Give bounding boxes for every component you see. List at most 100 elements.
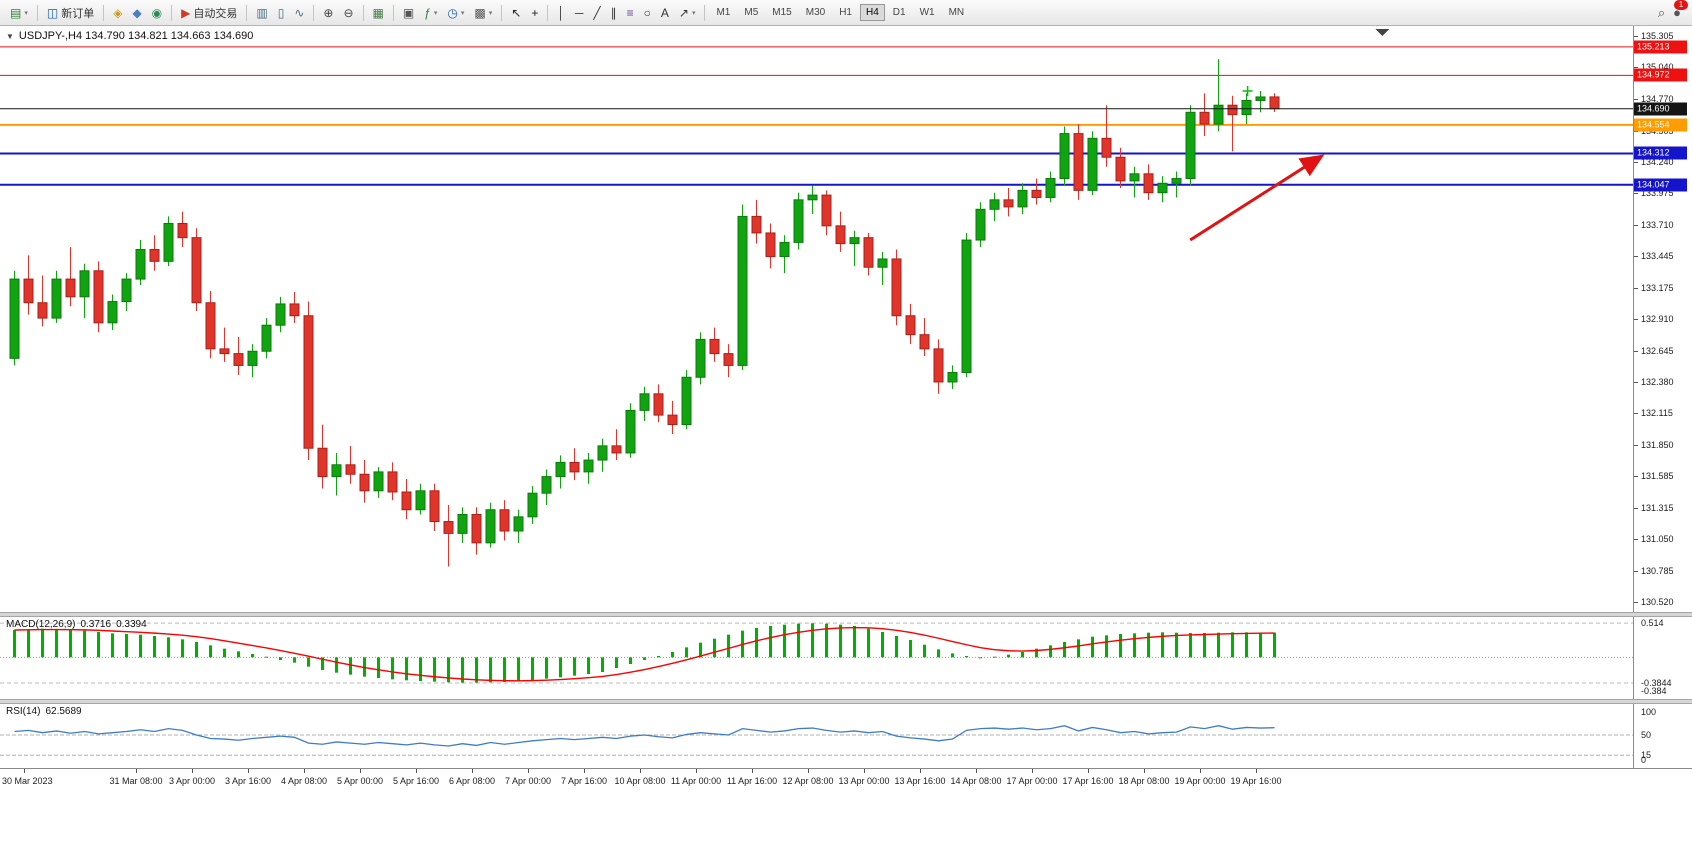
macd-name: MACD(12,26,9) [6, 619, 76, 630]
zoom-out-button[interactable]: ⊖ [339, 5, 357, 21]
time-label: 7 Apr 16:00 [560, 776, 608, 786]
caret-down-icon: ▾ [488, 9, 493, 17]
price-axis-label: 133.710 [1641, 219, 1674, 230]
time-tick [1256, 769, 1257, 773]
time-tick [808, 769, 809, 773]
macd-scale[interactable]: 0.514 -0.3844 -0.384 [1633, 617, 1692, 699]
price-badge: 134.047 [1634, 178, 1687, 192]
toolbar-separator [36, 4, 38, 21]
shapes-button[interactable]: ○ [640, 5, 655, 21]
price-axis-label: 130.785 [1641, 565, 1674, 576]
notifications-icon[interactable]: ● 1 [1673, 0, 1688, 20]
macd-label: MACD(12,26,9) 0.3716 0.3394 [6, 619, 147, 630]
time-tick [864, 769, 865, 773]
equidistant-channel-button[interactable]: ∥ [607, 5, 621, 21]
rsi-axis-label: 100 [1641, 707, 1657, 717]
rsi-axis-label: 0 [1641, 755, 1647, 765]
search-icon[interactable]: ⌕ [1657, 4, 1666, 20]
chart-shift-marker[interactable] [1375, 29, 1390, 36]
price-axis-label: 134.770 [1641, 94, 1674, 105]
time-label: 11 Apr 16:00 [726, 776, 778, 786]
text-icon: A [660, 5, 669, 20]
timeframe-m5-button[interactable]: M5 [744, 7, 759, 18]
timeframe-m30-button[interactable]: M30 [805, 7, 826, 18]
timeframe-h4-button[interactable]: H4 [859, 4, 885, 21]
cursor-icon: ↖ [511, 5, 522, 20]
time-label: 4 Apr 08:00 [280, 776, 328, 786]
metaeditor-button[interactable]: ◆ [128, 5, 145, 21]
bar-chart-button[interactable]: ▥ [252, 5, 271, 21]
timeframe-w1-button[interactable]: W1 [919, 7, 935, 18]
time-tick [1032, 769, 1033, 773]
time-tick [136, 769, 137, 773]
price-scale[interactable]: 135.305135.040134.770134.505134.240133.9… [1633, 26, 1692, 612]
tile-windows-button[interactable]: ▣ [399, 5, 418, 21]
line-chart-button[interactable]: ∿ [290, 5, 308, 21]
timeframe-mn-button[interactable]: MN [948, 7, 965, 18]
pane-separator[interactable] [0, 612, 1692, 617]
horizontal-line-button[interactable]: ─ [571, 5, 588, 21]
new-chart-icon: ▤ [10, 5, 22, 20]
scale-tick [1634, 602, 1638, 603]
toolbar-separator [246, 4, 248, 21]
caret-down-icon: ▾ [433, 9, 438, 17]
refresh-community-button[interactable]: ◉ [148, 5, 166, 21]
indicators-button[interactable]: ƒ ▾ [420, 5, 441, 21]
new-order-button[interactable]: ◫ 新订单 [43, 3, 98, 23]
trend-arrow-annotation[interactable] [1189, 154, 1325, 242]
price-axis-label: 131.050 [1641, 534, 1674, 545]
scale-tick [1634, 99, 1638, 101]
vertical-line-button[interactable]: │ [553, 5, 569, 21]
main-chart-pane[interactable]: ▼ USDJPY-,H4 134.790 134.821 134.663 134… [0, 26, 1692, 612]
timeframe-d1-button[interactable]: D1 [892, 7, 906, 18]
rsi-scale[interactable]: 100 50 15 0 [1633, 704, 1692, 768]
periods-button[interactable]: ◷ ▾ [443, 5, 468, 21]
scale-tick [1634, 350, 1638, 352]
scale-tick [1634, 161, 1638, 163]
fibonacci-button[interactable]: ≡ [623, 5, 638, 21]
zoom-out-icon: ⊖ [343, 5, 354, 20]
text-button[interactable]: A [657, 5, 673, 21]
macd-plot [0, 622, 1634, 684]
timeframe-m1-button[interactable]: M1 [716, 7, 731, 18]
price-axis-label: 134.240 [1641, 156, 1674, 167]
shapes-icon: ○ [643, 5, 651, 20]
templates-button[interactable]: ▩ ▾ [470, 5, 496, 21]
scale-tick [1634, 539, 1638, 541]
macd-pane[interactable]: MACD(12,26,9) 0.3716 0.3394 0.514 -0.3844… [0, 617, 1692, 699]
indicators-icon: ƒ [424, 5, 431, 20]
timeframe-m15-button[interactable]: M15 [772, 7, 792, 18]
arrows-button[interactable]: ↗ ▾ [675, 5, 700, 21]
time-label: 13 Apr 00:00 [838, 776, 890, 786]
zoom-in-button[interactable]: ⊕ [319, 5, 337, 21]
time-tick [696, 769, 697, 773]
chart-title-text: USDJPY-,H4 134.790 134.821 134.663 134.6… [18, 30, 254, 42]
caret-down-icon: ▾ [691, 9, 696, 17]
macd-axis-label: 0.514 [1641, 618, 1664, 629]
time-label: 6 Apr 08:00 [448, 776, 496, 786]
time-tick [248, 769, 249, 773]
rsi-pane[interactable]: RSI(14) 62.5689 100 50 15 0 [0, 704, 1692, 768]
candlestick-chart-button[interactable]: ▯ [274, 5, 289, 21]
timeframe-h1-button[interactable]: H1 [839, 7, 852, 18]
crosshair-button[interactable]: + [527, 5, 542, 21]
time-tick [1144, 769, 1145, 773]
profiles-button[interactable]: ◈ [109, 5, 126, 21]
empty-area [0, 795, 1692, 855]
time-axis[interactable]: 30 Mar 2023 31 Mar 08:00 3 Apr 00:00 3 Apr … [0, 768, 1692, 795]
algo-trading-button[interactable]: ▶ 自动交易 [177, 3, 241, 23]
toolbar-separator [362, 4, 364, 21]
rsi-line [14, 725, 1275, 747]
main-toolbar: ▤ ▾ ◫ 新订单 ◈ ◆ ◉ ▶ 自动交易 ▥ ▯ ∿ ⊕ ⊖ ▦ ▣ ƒ ▾ ◷ ▾ ▩ ▾ ↖ + │ ─ ╱ ∥ ≡ ○ A ↗ ▾ M1… [0, 0, 1692, 26]
grid-button[interactable]: ▦ [369, 5, 388, 21]
time-label: 18 Apr 08:00 [1118, 776, 1170, 786]
rsi-name: RSI(14) [6, 706, 41, 717]
pane-separator[interactable] [0, 699, 1692, 704]
one-click-trading-toggle[interactable]: ▼ [6, 31, 14, 41]
new-chart-button[interactable]: ▤ ▾ [6, 5, 32, 21]
cursor-button[interactable]: ↖ [507, 5, 525, 21]
trendline-button[interactable]: ╱ [589, 5, 604, 21]
crosshair-icon: + [531, 5, 539, 20]
scale-tick [1634, 256, 1638, 257]
toolbar-separator [704, 4, 706, 21]
